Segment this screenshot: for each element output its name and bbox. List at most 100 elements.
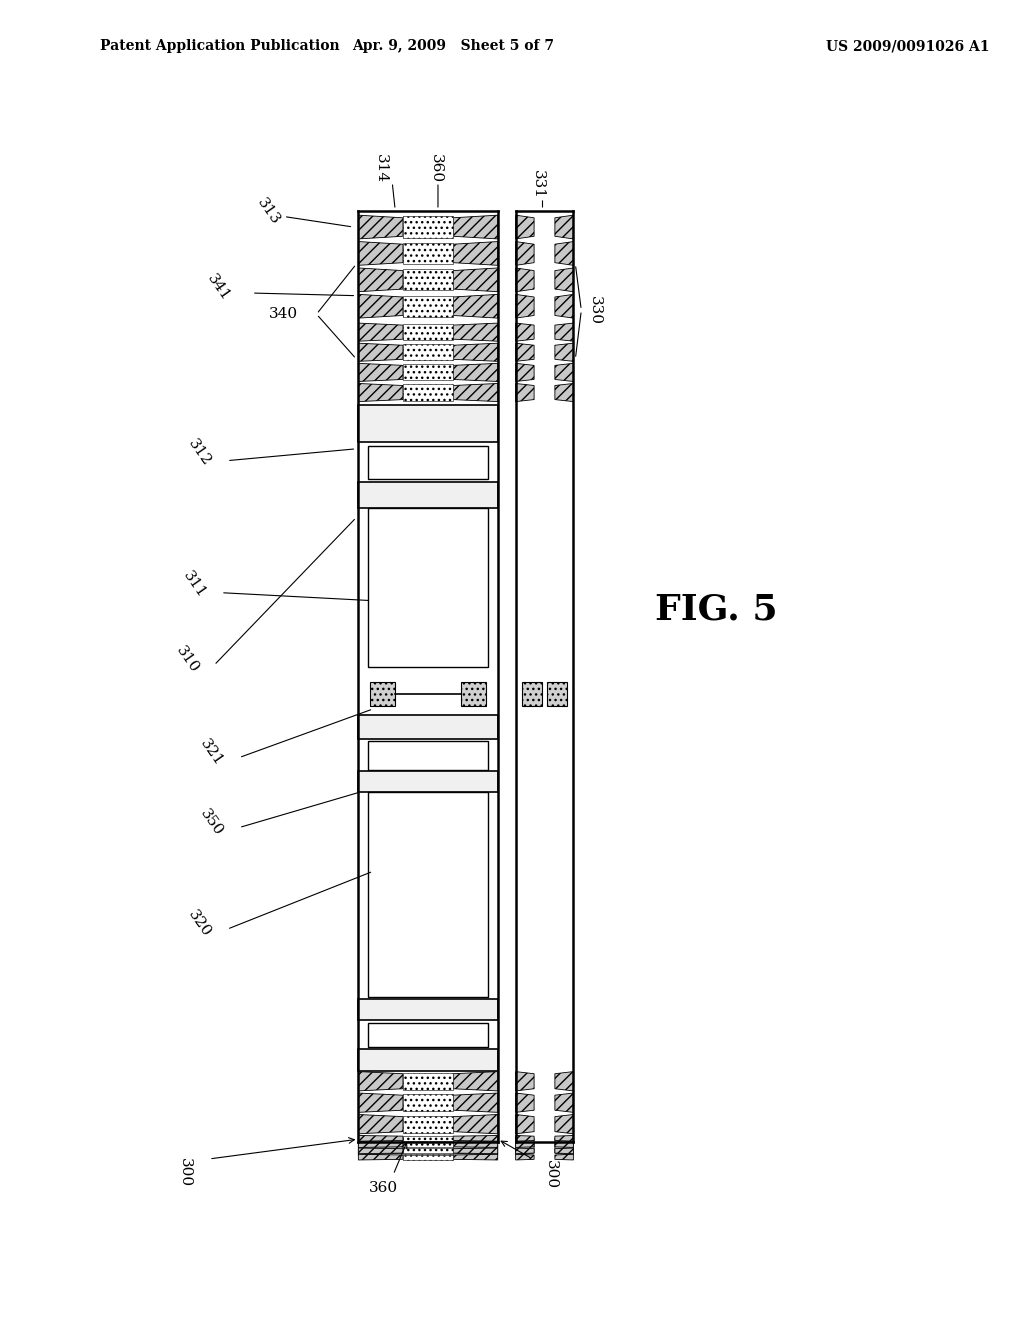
Polygon shape — [358, 1135, 402, 1142]
Text: 330: 330 — [588, 296, 602, 325]
Bar — [369, 792, 487, 997]
Polygon shape — [555, 215, 573, 239]
Polygon shape — [358, 242, 402, 265]
Polygon shape — [516, 1148, 535, 1154]
Polygon shape — [516, 323, 535, 341]
Polygon shape — [516, 1137, 535, 1155]
Bar — [369, 508, 487, 667]
Bar — [358, 482, 498, 508]
Polygon shape — [555, 363, 573, 381]
Polygon shape — [402, 1115, 453, 1133]
Polygon shape — [358, 294, 402, 318]
Polygon shape — [402, 216, 453, 238]
Polygon shape — [516, 1093, 535, 1113]
Polygon shape — [453, 343, 498, 362]
Text: 300: 300 — [178, 1158, 193, 1187]
Polygon shape — [453, 384, 498, 401]
Bar — [521, 682, 542, 706]
Polygon shape — [453, 363, 498, 381]
Bar — [369, 741, 487, 770]
Polygon shape — [402, 1148, 453, 1154]
Text: 321: 321 — [197, 737, 225, 768]
Polygon shape — [516, 1154, 535, 1160]
Polygon shape — [555, 294, 573, 318]
Bar — [358, 771, 498, 792]
Polygon shape — [555, 242, 573, 265]
Polygon shape — [555, 384, 573, 401]
Polygon shape — [453, 294, 498, 318]
Polygon shape — [555, 1093, 573, 1113]
Bar — [461, 682, 485, 706]
Polygon shape — [555, 1154, 573, 1160]
Polygon shape — [453, 1072, 498, 1090]
Polygon shape — [516, 1142, 535, 1147]
Polygon shape — [453, 1137, 498, 1155]
Polygon shape — [555, 268, 573, 292]
Text: 300: 300 — [544, 1160, 557, 1189]
Polygon shape — [516, 294, 535, 318]
Polygon shape — [516, 1114, 535, 1134]
Polygon shape — [402, 1142, 453, 1147]
Polygon shape — [516, 242, 535, 265]
Polygon shape — [358, 215, 402, 239]
Polygon shape — [358, 1114, 402, 1134]
Polygon shape — [453, 1135, 498, 1142]
Polygon shape — [402, 269, 453, 290]
Polygon shape — [555, 1135, 573, 1142]
Polygon shape — [453, 1142, 498, 1147]
Bar — [358, 999, 498, 1020]
Polygon shape — [358, 1137, 402, 1155]
Polygon shape — [453, 1154, 498, 1160]
Polygon shape — [555, 1114, 573, 1134]
Polygon shape — [402, 364, 453, 380]
Bar — [358, 1049, 498, 1071]
Polygon shape — [516, 343, 535, 362]
Polygon shape — [358, 1072, 402, 1090]
Text: Patent Application Publication: Patent Application Publication — [99, 40, 339, 53]
Polygon shape — [358, 1142, 402, 1147]
Bar — [369, 446, 487, 479]
Bar — [358, 405, 498, 442]
Polygon shape — [555, 1142, 573, 1147]
Polygon shape — [402, 384, 453, 400]
Text: Apr. 9, 2009   Sheet 5 of 7: Apr. 9, 2009 Sheet 5 of 7 — [352, 40, 554, 53]
Polygon shape — [358, 343, 402, 362]
Polygon shape — [453, 268, 498, 292]
Polygon shape — [453, 1148, 498, 1154]
Text: 313: 313 — [255, 195, 283, 227]
Polygon shape — [555, 323, 573, 341]
Text: 311: 311 — [180, 569, 208, 601]
Polygon shape — [358, 323, 402, 341]
Polygon shape — [402, 1137, 453, 1154]
Polygon shape — [453, 215, 498, 239]
Bar — [358, 715, 498, 739]
Text: 350: 350 — [197, 807, 225, 838]
Bar — [369, 1023, 487, 1047]
Polygon shape — [453, 242, 498, 265]
Polygon shape — [453, 1114, 498, 1134]
Text: 314: 314 — [374, 154, 388, 183]
Text: FIG. 5: FIG. 5 — [655, 593, 778, 627]
Bar — [371, 682, 395, 706]
Polygon shape — [402, 243, 453, 264]
Bar — [547, 682, 567, 706]
Text: 312: 312 — [185, 437, 213, 469]
Text: 331: 331 — [530, 170, 545, 199]
Polygon shape — [516, 384, 535, 401]
Polygon shape — [358, 1154, 402, 1160]
Text: 360: 360 — [369, 1181, 397, 1195]
Text: 341: 341 — [205, 272, 233, 304]
Text: 360: 360 — [429, 154, 443, 183]
Polygon shape — [402, 1155, 453, 1160]
Polygon shape — [555, 343, 573, 362]
Text: 320: 320 — [185, 908, 213, 940]
Text: US 2009/0091026 A1: US 2009/0091026 A1 — [826, 40, 989, 53]
Polygon shape — [516, 1135, 535, 1142]
Polygon shape — [402, 1135, 453, 1140]
Polygon shape — [358, 363, 402, 381]
Polygon shape — [516, 1072, 535, 1090]
Polygon shape — [402, 296, 453, 317]
Polygon shape — [402, 325, 453, 341]
Polygon shape — [555, 1072, 573, 1090]
Polygon shape — [555, 1137, 573, 1155]
